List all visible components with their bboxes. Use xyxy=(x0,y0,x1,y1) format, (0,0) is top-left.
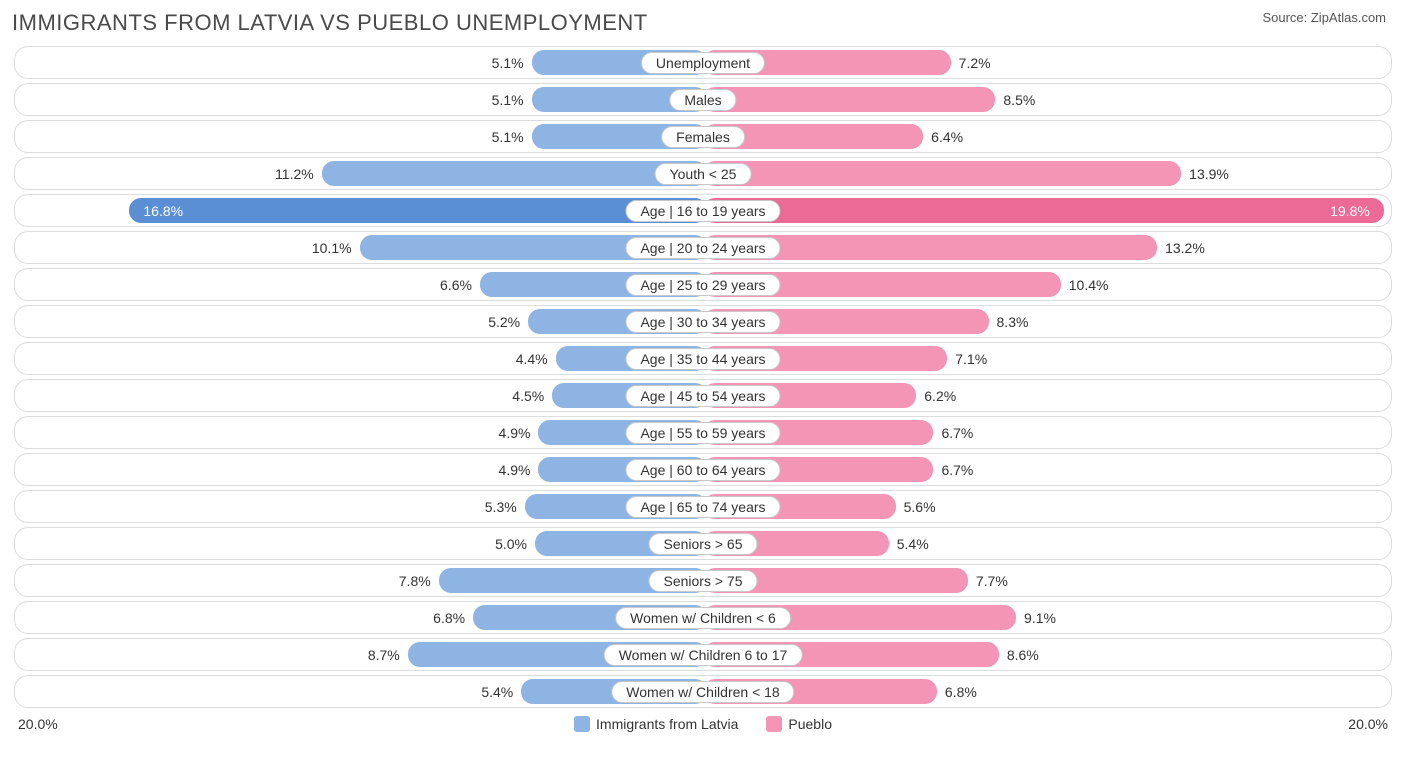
value-right: 5.4% xyxy=(897,536,929,552)
value-left: 16.8% xyxy=(143,203,183,219)
row-label: Age | 25 to 29 years xyxy=(625,274,780,296)
value-left: 8.7% xyxy=(368,647,400,663)
axis-left-max: 20.0% xyxy=(18,716,58,732)
legend-swatch-left xyxy=(574,716,590,732)
row-label: Women w/ Children 6 to 17 xyxy=(604,644,803,666)
value-right: 8.3% xyxy=(997,314,1029,330)
legend-left: Immigrants from Latvia xyxy=(574,716,738,732)
value-left: 5.4% xyxy=(481,684,513,700)
chart-row: 6.6% 10.4% Age | 25 to 29 years xyxy=(14,268,1392,301)
row-label: Age | 16 to 19 years xyxy=(625,200,780,222)
row-label: Age | 20 to 24 years xyxy=(625,237,780,259)
value-left: 10.1% xyxy=(312,240,352,256)
legend-right-label: Pueblo xyxy=(788,716,832,732)
value-right: 13.2% xyxy=(1165,240,1205,256)
row-label: Women w/ Children < 18 xyxy=(611,681,794,703)
row-label: Females xyxy=(661,126,745,148)
value-right: 6.2% xyxy=(924,388,956,404)
value-right: 5.6% xyxy=(904,499,936,515)
value-right: 7.7% xyxy=(976,573,1008,589)
chart-row: 11.2% 13.9% Youth < 25 xyxy=(14,157,1392,190)
chart-row: 4.4% 7.1% Age | 35 to 44 years xyxy=(14,342,1392,375)
row-label: Age | 65 to 74 years xyxy=(625,496,780,518)
value-left: 4.9% xyxy=(499,462,531,478)
value-left: 5.1% xyxy=(492,92,524,108)
chart-row: 5.3% 5.6% Age | 65 to 74 years xyxy=(14,490,1392,523)
row-label: Seniors > 75 xyxy=(649,570,758,592)
legend-left-label: Immigrants from Latvia xyxy=(596,716,738,732)
value-left: 4.9% xyxy=(499,425,531,441)
axis-row: 20.0% Immigrants from Latvia Pueblo 20.0… xyxy=(0,712,1406,732)
value-right: 6.7% xyxy=(941,425,973,441)
chart-row: 4.9% 6.7% Age | 60 to 64 years xyxy=(14,453,1392,486)
chart-row: 10.1% 13.2% Age | 20 to 24 years xyxy=(14,231,1392,264)
value-left: 6.8% xyxy=(433,610,465,626)
value-left: 5.2% xyxy=(488,314,520,330)
chart-title: IMMIGRANTS FROM LATVIA VS PUEBLO UNEMPLO… xyxy=(12,10,648,36)
value-left: 5.1% xyxy=(492,129,524,145)
chart-row: 5.2% 8.3% Age | 30 to 34 years xyxy=(14,305,1392,338)
chart-row: 5.1% 6.4% Females xyxy=(14,120,1392,153)
value-right: 8.6% xyxy=(1007,647,1039,663)
value-left: 4.4% xyxy=(516,351,548,367)
row-label: Age | 55 to 59 years xyxy=(625,422,780,444)
value-left: 5.0% xyxy=(495,536,527,552)
legend-swatch-right xyxy=(766,716,782,732)
row-label: Seniors > 65 xyxy=(649,533,758,555)
value-left: 6.6% xyxy=(440,277,472,293)
row-label: Age | 60 to 64 years xyxy=(625,459,780,481)
value-right: 6.7% xyxy=(941,462,973,478)
chart-row: 4.5% 6.2% Age | 45 to 54 years xyxy=(14,379,1392,412)
value-right: 7.2% xyxy=(959,55,991,71)
chart-row: 5.4% 6.8% Women w/ Children < 18 xyxy=(14,675,1392,708)
value-right: 7.1% xyxy=(955,351,987,367)
value-left: 7.8% xyxy=(399,573,431,589)
value-left: 5.3% xyxy=(485,499,517,515)
axis-right-max: 20.0% xyxy=(1348,716,1388,732)
bar-right xyxy=(703,198,1384,223)
bar-right xyxy=(703,87,995,112)
value-right: 8.5% xyxy=(1003,92,1035,108)
row-label: Age | 30 to 34 years xyxy=(625,311,780,333)
row-label: Males xyxy=(669,89,736,111)
value-left: 11.2% xyxy=(275,166,314,182)
chart-row: 5.1% 7.2% Unemployment xyxy=(14,46,1392,79)
row-label: Age | 35 to 44 years xyxy=(625,348,780,370)
chart-row: 16.8% 19.8% Age | 16 to 19 years xyxy=(14,194,1392,227)
value-left: 5.1% xyxy=(492,55,524,71)
chart-row: 5.0% 5.4% Seniors > 65 xyxy=(14,527,1392,560)
chart-row: 5.1% 8.5% Males xyxy=(14,83,1392,116)
value-right: 9.1% xyxy=(1024,610,1056,626)
butterfly-chart: 5.1% 7.2% Unemployment 5.1% 8.5% Males 5.1% 6.4… xyxy=(0,40,1406,708)
value-right: 10.4% xyxy=(1069,277,1109,293)
legend-right: Pueblo xyxy=(766,716,832,732)
chart-legend: Immigrants from Latvia Pueblo xyxy=(574,716,832,732)
chart-row: 7.8% 7.7% Seniors > 75 xyxy=(14,564,1392,597)
value-right: 19.8% xyxy=(1330,203,1370,219)
bar-right xyxy=(703,161,1181,186)
value-right: 6.8% xyxy=(945,684,977,700)
row-label: Youth < 25 xyxy=(655,163,752,185)
chart-row: 4.9% 6.7% Age | 55 to 59 years xyxy=(14,416,1392,449)
bar-left xyxy=(322,161,707,186)
value-right: 13.9% xyxy=(1189,166,1229,182)
value-right: 6.4% xyxy=(931,129,963,145)
chart-source: Source: ZipAtlas.com xyxy=(1262,10,1386,25)
value-left: 4.5% xyxy=(512,388,544,404)
row-label: Age | 45 to 54 years xyxy=(625,385,780,407)
chart-row: 8.7% 8.6% Women w/ Children 6 to 17 xyxy=(14,638,1392,671)
chart-row: 6.8% 9.1% Women w/ Children < 6 xyxy=(14,601,1392,634)
bar-left xyxy=(129,198,707,223)
row-label: Unemployment xyxy=(641,52,765,74)
row-label: Women w/ Children < 6 xyxy=(615,607,791,629)
